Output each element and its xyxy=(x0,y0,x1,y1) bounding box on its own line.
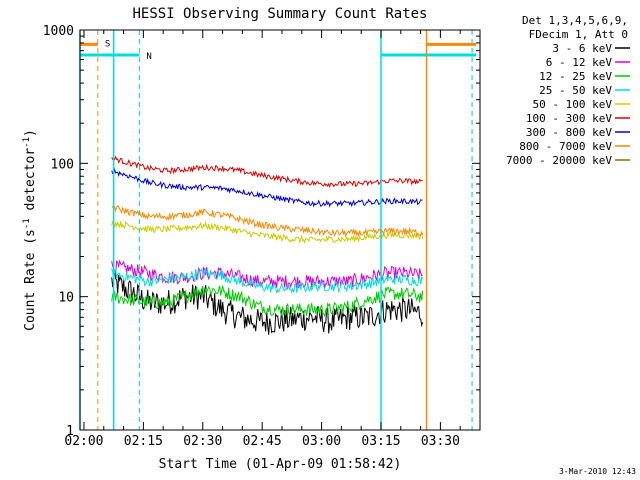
series-line xyxy=(111,269,424,335)
x-axis-label: Start Time (01-Apr-09 01:58:42) xyxy=(159,457,402,472)
tick-layer: 02:00 02:15 02:30 02:45 03:00 03:15 03:30 1 10 10… xyxy=(43,24,480,449)
series-line xyxy=(111,167,423,208)
x-tick-label: 02:15 xyxy=(124,434,163,449)
y-tick-label: 100 xyxy=(51,157,74,172)
legend-entry-label: 25 - 50 keV xyxy=(539,84,612,97)
saa-label: S xyxy=(105,39,110,49)
legend-entry-label: 7000 - 20000 keV xyxy=(506,154,612,167)
x-tick-label: 02:00 xyxy=(64,434,103,449)
x-tick-label: 03:00 xyxy=(302,434,341,449)
legend-entry-label: 100 - 300 keV xyxy=(526,112,612,125)
x-tick-label: 02:30 xyxy=(183,434,222,449)
series-line xyxy=(111,204,424,238)
y-tick-label: 10 xyxy=(58,291,74,306)
legend-entry-label: 3 - 6 keV xyxy=(552,42,612,55)
night-label: N xyxy=(146,52,151,62)
generation-timestamp: 3-Mar-2010 12:43 xyxy=(559,467,636,476)
x-tick-label: 03:15 xyxy=(361,434,400,449)
series-layer xyxy=(111,155,424,335)
y-tick-label: 1 xyxy=(66,424,74,439)
chart-title: HESSI Observing Summary Count Rates xyxy=(132,6,427,22)
legend-entry-label: 6 - 12 keV xyxy=(546,56,613,69)
y-tick-label: 1000 xyxy=(43,24,74,39)
series-line xyxy=(111,285,424,318)
legend: Det 1,3,4,5,6,9, FDecim 1, Att 0 3 - 6 k… xyxy=(506,14,630,167)
series-line xyxy=(111,220,424,245)
legend-header-line-1: Det 1,3,4,5,6,9, xyxy=(522,14,628,27)
legend-entry-label: 50 - 100 keV xyxy=(533,98,613,111)
y-axis-label: Count Rate (s-1 detector-1) xyxy=(22,129,38,331)
series-line xyxy=(111,155,423,188)
plot-frame xyxy=(79,29,481,431)
x-tick-label: 02:45 xyxy=(243,434,282,449)
series-line xyxy=(111,267,424,294)
legend-entry-label: 800 - 7000 keV xyxy=(519,140,612,153)
legend-entry-label: 300 - 800 keV xyxy=(526,126,612,139)
legend-header-line-2: FDecim 1, Att 0 xyxy=(529,28,628,41)
legend-entry-label: 12 - 25 keV xyxy=(539,70,612,83)
x-tick-label: 03:30 xyxy=(421,434,460,449)
